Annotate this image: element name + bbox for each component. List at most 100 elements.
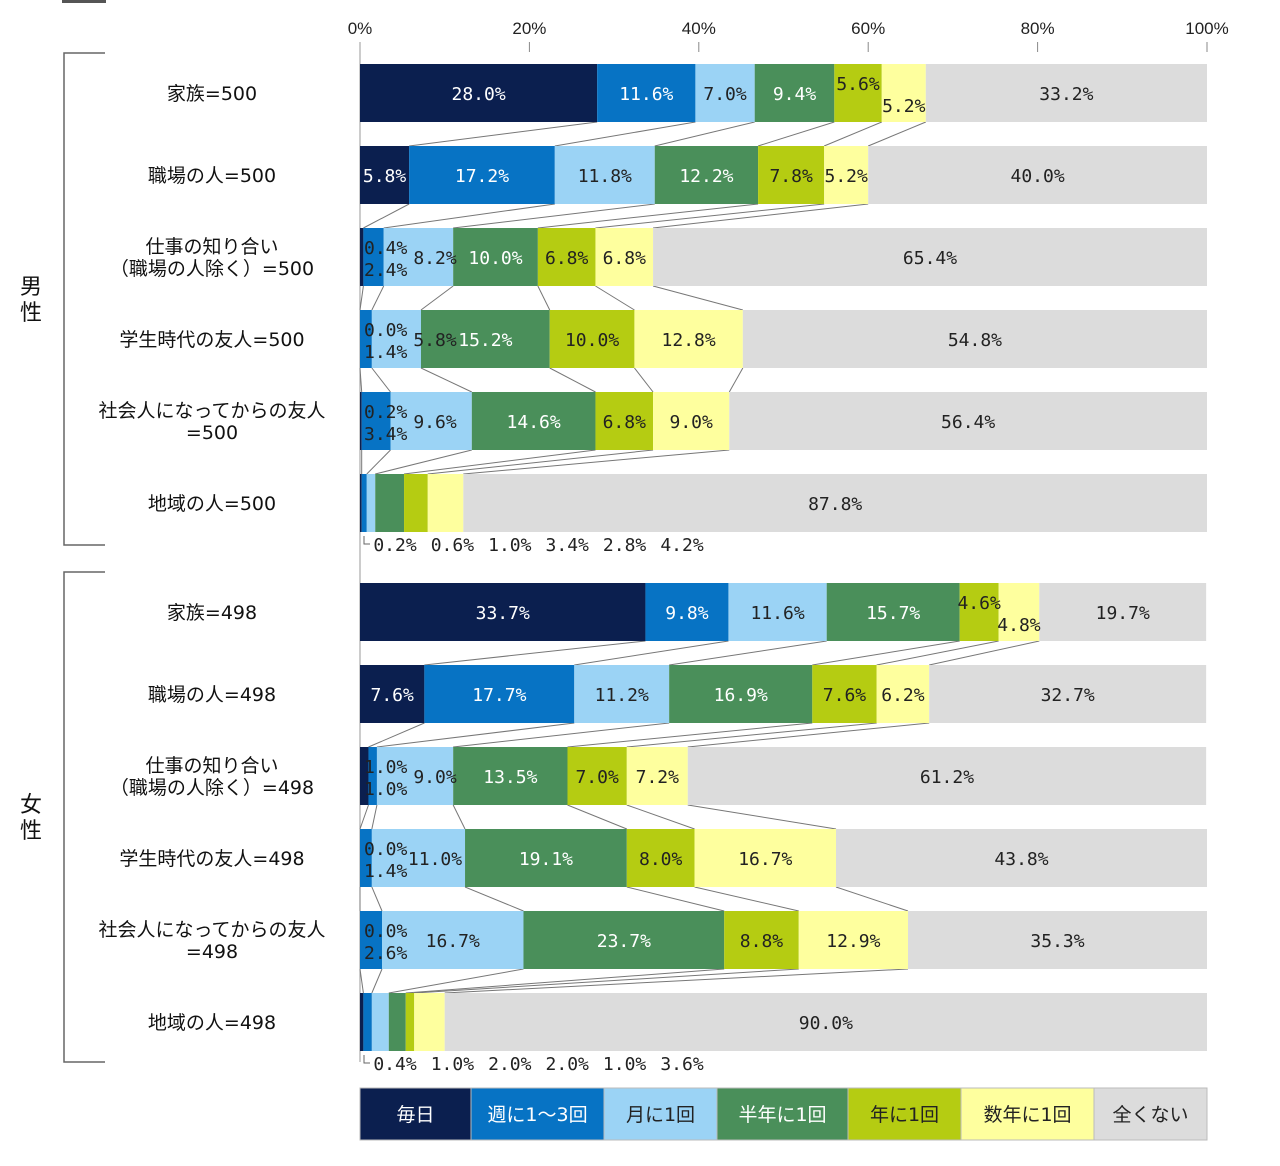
connector-line: [420, 367, 473, 393]
connector-line: [634, 367, 654, 393]
bar-segment: [653, 392, 730, 450]
bar-segment: [729, 392, 1207, 450]
legend-label: 数年に1回: [983, 1104, 1071, 1126]
connector-line: [687, 804, 837, 830]
connector-line: [567, 804, 627, 830]
connector-line: [366, 449, 391, 475]
group-label: 女: [20, 793, 42, 818]
bar-segment: [375, 474, 405, 532]
connector-line: [453, 203, 655, 229]
row-label: 学生時代の友人=500: [119, 329, 304, 351]
data-label: 7.0%: [703, 84, 747, 105]
connector-line: [359, 968, 364, 994]
data-label: 7.6%: [823, 685, 867, 706]
row-label: （職場の人除く）=498: [110, 777, 314, 799]
connector-line: [453, 722, 670, 748]
data-label: 17.7%: [472, 685, 526, 706]
data-label: 0.4%: [364, 238, 408, 259]
bar-segment: [695, 64, 755, 122]
bar-segment: [626, 747, 688, 805]
connector-line: [626, 804, 695, 830]
connector-line: [823, 121, 882, 147]
data-label: 2.6%: [364, 943, 408, 964]
row-label: 仕事の知り合い: [145, 236, 278, 258]
bar-segment: [567, 747, 627, 805]
connector-line: [371, 285, 385, 311]
bar-segment: [595, 228, 654, 286]
data-label: 33.2%: [1039, 84, 1093, 105]
bar-segment: [360, 64, 598, 122]
connector-line: [669, 640, 827, 666]
connector-line: [567, 722, 813, 748]
data-label: 35.3%: [1030, 931, 1084, 952]
connector-line: [464, 886, 524, 912]
connector-line: [371, 804, 378, 830]
leader-line: [363, 1055, 370, 1064]
bar-segment: [390, 392, 472, 450]
bar-segment: [360, 474, 362, 532]
legend-label: 年に1回: [870, 1104, 939, 1126]
legend-swatch: [603, 1087, 718, 1141]
bar-segment: [363, 993, 372, 1051]
data-label: 1.0%: [364, 779, 408, 800]
connector-line: [371, 886, 383, 912]
connector-line: [409, 121, 598, 147]
connector-line: [626, 722, 877, 748]
row-label: =498: [186, 941, 238, 963]
bar-segment: [360, 310, 372, 368]
data-label: 12.8%: [662, 330, 716, 351]
bar-segment: [653, 228, 1207, 286]
bar-segment: [453, 747, 568, 805]
data-label: 0.4%: [373, 1054, 417, 1075]
bar-segment: [383, 228, 454, 286]
data-label: 3.4%: [364, 424, 408, 445]
bar-segment: [836, 829, 1207, 887]
bar-segment: [388, 993, 406, 1051]
bar-segment: [669, 665, 813, 723]
legend-swatch: [470, 1087, 605, 1141]
bar-segment: [929, 665, 1207, 723]
legend-swatch: [960, 1087, 1095, 1141]
data-label: 43.8%: [994, 849, 1048, 870]
connector-line: [694, 886, 799, 912]
bar-segment: [376, 747, 454, 805]
data-label: 16.7%: [738, 849, 792, 870]
top-left-mark: [62, 0, 106, 3]
data-label: 2.0%: [546, 1054, 590, 1075]
connector-line: [420, 285, 454, 311]
data-label: 16.7%: [426, 931, 480, 952]
bar-segment: [409, 146, 555, 204]
connector-line: [835, 886, 909, 912]
group-label: 男: [20, 275, 42, 300]
bar-segment: [634, 310, 743, 368]
row-label: 家族=500: [167, 83, 257, 105]
bar-segment: [360, 993, 364, 1051]
row-label: 社会人になってからの友人: [98, 400, 325, 422]
connector-line: [444, 968, 909, 994]
connector-line: [376, 722, 575, 748]
data-label: 5.8%: [363, 166, 407, 187]
data-label: 9.4%: [773, 84, 817, 105]
axis-layer: 0% 20% 40% 60% 80% 100%: [63, 19, 1229, 1063]
data-label: 87.8%: [808, 494, 862, 515]
connector-line: [654, 121, 755, 147]
data-label: 54.8%: [948, 330, 1002, 351]
bar-segment: [360, 911, 383, 969]
connector-line: [574, 640, 729, 666]
bar-segment: [595, 392, 654, 450]
bar-segment: [361, 392, 391, 450]
group-label: 性: [20, 301, 42, 326]
data-label: 61.2%: [920, 767, 974, 788]
bar-segment: [687, 747, 1207, 805]
x-tick-label: 40%: [682, 19, 716, 38]
data-label: 4.6%: [957, 593, 1001, 614]
data-label: 10.0%: [565, 330, 619, 351]
data-label: 2.4%: [364, 260, 408, 281]
bar-segment: [414, 993, 445, 1051]
connector-layer: [359, 121, 1040, 1064]
data-label: 1.0%: [603, 1054, 647, 1075]
bar-segment: [453, 228, 538, 286]
bar-segment: [360, 228, 364, 286]
bar-layer: [360, 64, 1208, 1051]
connector-line: [388, 968, 524, 994]
